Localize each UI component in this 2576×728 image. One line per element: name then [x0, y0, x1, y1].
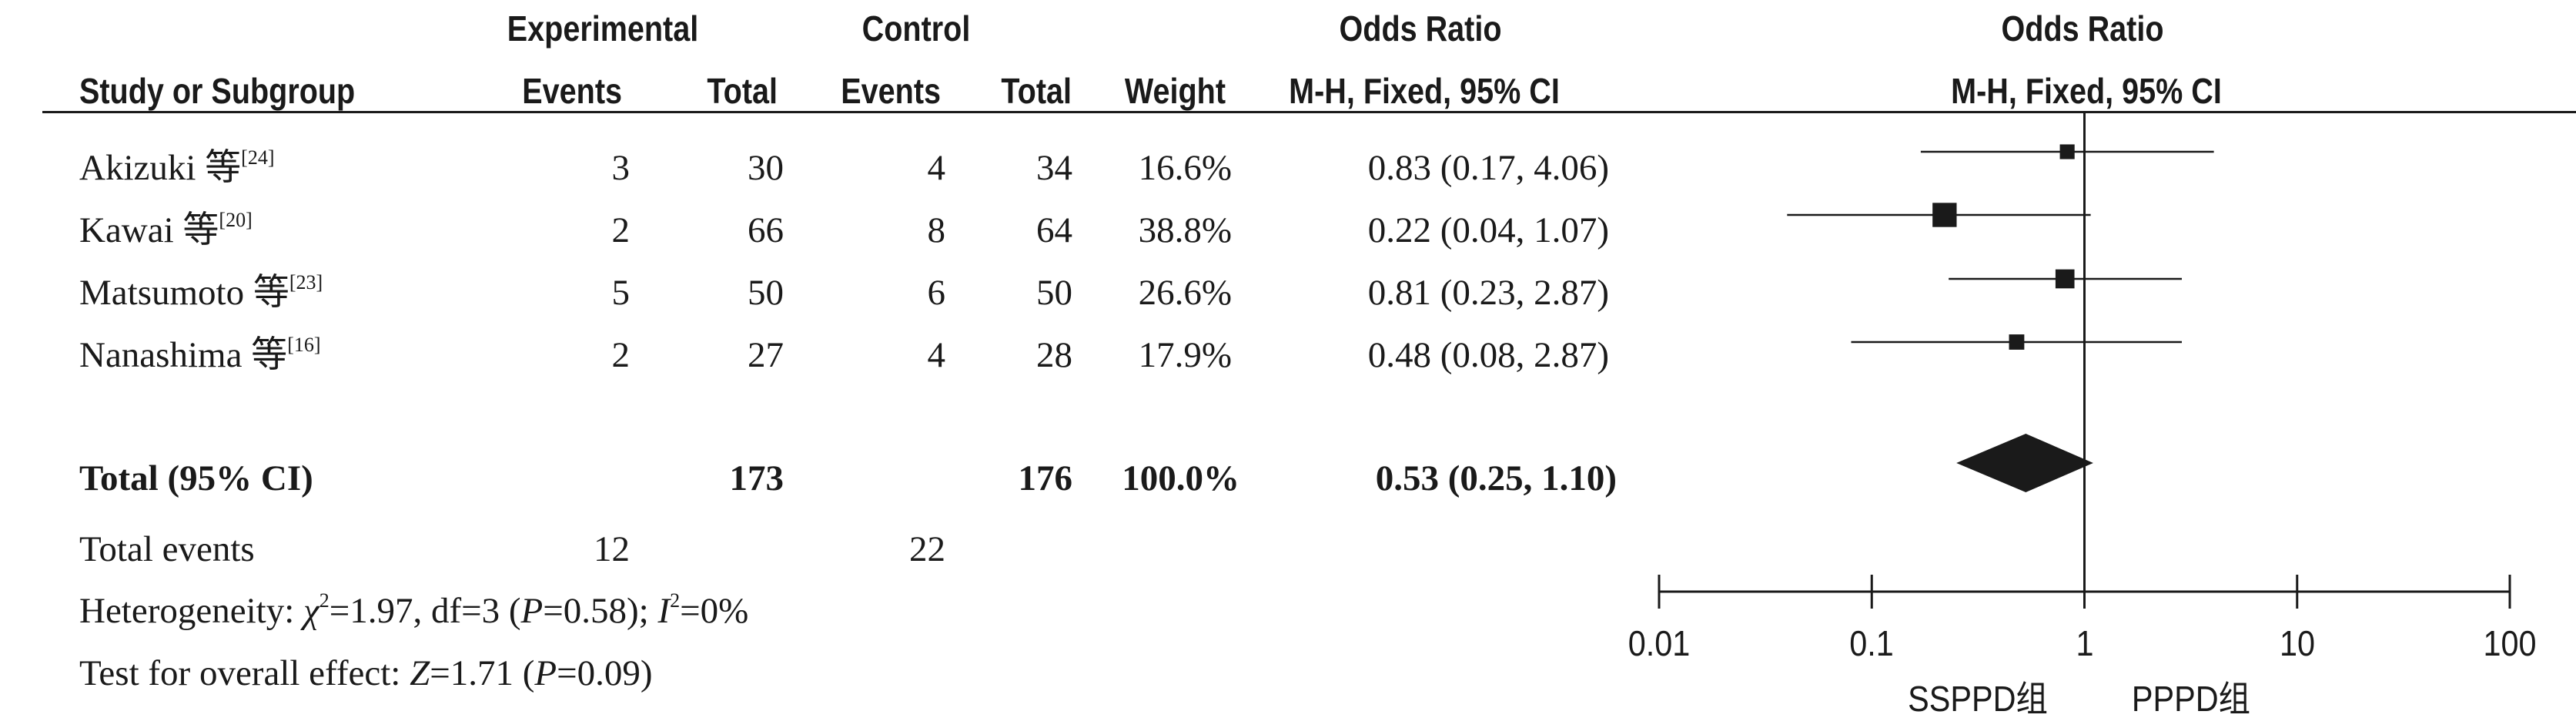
ctl-events: 6 — [927, 273, 946, 313]
header-method: M-H, Fixed, 95% CI — [1289, 71, 1560, 111]
header-odds-ratio-plot: Odds Ratio — [2001, 8, 2164, 49]
total-ctl: 176 — [1018, 458, 1073, 498]
total-events-ctl: 22 — [909, 529, 945, 569]
ci-text: 0.22 (0.04, 1.07) — [1367, 210, 1609, 250]
weight: 17.9% — [1138, 335, 1232, 375]
study-point — [2055, 269, 2075, 289]
header-ctl-events: Events — [841, 71, 941, 111]
header-ctl-total: Total — [1001, 71, 1072, 111]
ctl-total: 64 — [1036, 210, 1072, 250]
favours-left-label: SSPPD组 — [1908, 679, 2049, 719]
exp-events: 3 — [611, 148, 631, 188]
study-point — [2009, 334, 2025, 350]
header-control: Control — [861, 8, 971, 49]
header-experimental: Experimental — [507, 8, 699, 49]
ctl-events: 4 — [927, 335, 946, 375]
header-weight: Weight — [1124, 71, 1226, 111]
ctl-total: 50 — [1036, 273, 1072, 313]
axis-tick-label: 10 — [2279, 623, 2315, 663]
total-ci: 0.53 (0.25, 1.10) — [1375, 458, 1617, 498]
total-events-label: Total events — [79, 529, 255, 569]
ctl-events: 4 — [927, 148, 946, 188]
total-label: Total (95% CI) — [79, 458, 313, 498]
total-events-exp: 12 — [594, 529, 630, 569]
exp-total: 27 — [748, 335, 784, 375]
exp-total: 30 — [748, 148, 784, 188]
heterogeneity-text: Heterogeneity: χ2=1.97, df=3 (P=0.58); I… — [79, 589, 749, 631]
header-method-plot: M-H, Fixed, 95% CI — [1951, 71, 2222, 111]
total-exp: 173 — [729, 458, 785, 498]
ctl-events: 8 — [927, 210, 946, 250]
header-odds-ratio: Odds Ratio — [1339, 8, 1502, 49]
header-exp-total: Total — [707, 71, 778, 111]
weight: 26.6% — [1138, 273, 1232, 313]
study-point — [1932, 203, 1957, 227]
ci-text: 0.48 (0.08, 2.87) — [1367, 335, 1609, 375]
study-name: Matsumoto 等[23] — [79, 271, 323, 313]
exp-events: 5 — [611, 273, 631, 313]
header-rule — [42, 111, 2576, 113]
study-point — [2059, 144, 2075, 159]
exp-events: 2 — [611, 335, 631, 375]
header-exp-events: Events — [522, 71, 622, 111]
weight: 38.8% — [1138, 210, 1232, 250]
pooled-diamond — [1956, 434, 2093, 492]
header-study: Study or Subgroup — [79, 71, 356, 111]
exp-total: 66 — [748, 210, 784, 250]
overall-effect-text: Test for overall effect: Z=1.71 (P=0.09) — [79, 653, 653, 693]
axis-tick-label: 1 — [2075, 623, 2094, 663]
ctl-total: 34 — [1036, 148, 1072, 188]
favours-right-label: PPPD组 — [2131, 679, 2250, 719]
study-name: Kawai 等[20] — [79, 209, 253, 250]
ci-text: 0.81 (0.23, 2.87) — [1367, 273, 1609, 313]
exp-events: 2 — [611, 210, 631, 250]
study-name: Nanashima 等[16] — [79, 334, 321, 375]
ci-text: 0.83 (0.17, 4.06) — [1367, 148, 1609, 188]
axis-tick-label: 100 — [2483, 623, 2537, 663]
axis-tick-label: 0.01 — [1628, 623, 1691, 663]
exp-total: 50 — [748, 273, 784, 313]
study-name: Akizuki 等[24] — [79, 146, 275, 188]
axis-tick-label: 0.1 — [1849, 623, 1895, 663]
ctl-total: 28 — [1036, 335, 1072, 375]
weight: 16.6% — [1138, 148, 1232, 188]
total-weight: 100.0% — [1122, 458, 1239, 498]
